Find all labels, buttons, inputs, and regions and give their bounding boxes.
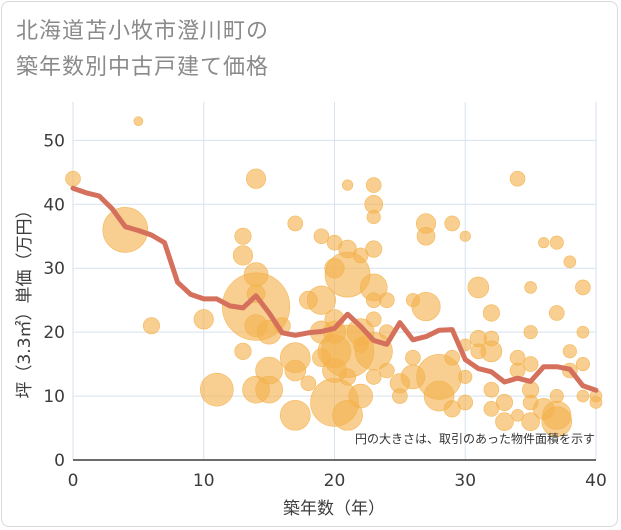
y-tick-label-2: 20 (43, 323, 65, 343)
bubble-point-97 (549, 235, 564, 250)
bubble-point-59 (392, 388, 408, 404)
trend-line (70, 185, 599, 393)
bubble-point-44 (352, 337, 369, 353)
bubble-size-note: 円の大きさは、取引のあった物件面積を示す (355, 431, 595, 446)
y-tick-label-3: 30 (43, 259, 65, 279)
bubble-point-94 (521, 412, 540, 431)
chart-title-line-1: 北海道苫小牧市澄川町の (16, 19, 270, 44)
bubble-point-95 (538, 237, 550, 249)
bubble-point-81 (483, 381, 500, 398)
bubble-point-5 (200, 372, 234, 407)
bubble-point-91 (522, 356, 539, 372)
bubble-point-106 (576, 325, 590, 339)
x-tick-label-0: 0 (68, 471, 79, 491)
bubble-point-85 (509, 170, 526, 187)
bubble-point-78 (482, 304, 500, 322)
bubble-point-77 (470, 343, 487, 360)
y-tick-label-1: 10 (43, 387, 65, 407)
bubble-point-17 (255, 375, 283, 404)
bubble-point-10 (243, 262, 269, 287)
bubble-point-61 (405, 349, 421, 366)
bubble-point-48 (366, 210, 381, 225)
bubble-layer (65, 116, 603, 437)
bubble-point-69 (444, 349, 460, 366)
bubble-point-57 (378, 362, 395, 379)
bubble-point-70 (443, 400, 461, 418)
bubble-point-1 (133, 116, 144, 126)
bubble-point-98 (548, 305, 565, 321)
bubble-point-29 (326, 234, 343, 251)
bubble-point-82 (483, 401, 500, 417)
bubble-point-13 (244, 314, 268, 338)
bubble-point-28 (312, 348, 331, 368)
bubble-point-9 (245, 168, 267, 189)
x-axis-label: 築年数（年） (283, 499, 385, 519)
bubble-point-105 (575, 279, 591, 296)
bubble-point-7 (232, 245, 254, 266)
x-tick-labels: 0 10 20 30 40 (68, 471, 607, 491)
bubble-point-74 (457, 394, 474, 411)
bubble-point-40 (339, 368, 357, 386)
x-tick-label-2: 20 (324, 471, 346, 491)
x-tick-label-4: 40 (585, 471, 607, 491)
bubble-point-90 (523, 325, 538, 340)
bubble-point-49 (365, 240, 383, 258)
y-tick-label-0: 0 (54, 451, 65, 471)
chart-title-line-2: 築年数別中古戸建て価格 (16, 55, 270, 80)
bubble-point-64 (416, 226, 436, 246)
bubble-point-52 (365, 311, 382, 328)
bubble-point-55 (378, 292, 395, 308)
x-tick-label-3: 30 (454, 471, 476, 491)
bubble-point-0 (65, 170, 81, 187)
bubble-point-107 (575, 357, 590, 372)
bubble-point-19 (287, 215, 304, 232)
bubble-point-24 (300, 375, 317, 392)
bubble-point-2 (102, 207, 149, 253)
bubble-point-42 (352, 247, 369, 264)
bubble-point-102 (563, 255, 577, 269)
bubble-point-23 (299, 290, 318, 310)
bubble-point-73 (458, 369, 473, 384)
bubble-point-68 (444, 215, 460, 232)
bubble-point-60 (405, 293, 421, 308)
bubble-point-46 (365, 177, 382, 193)
bubble-point-25 (313, 228, 330, 245)
x-tick-label-1: 10 (193, 471, 215, 491)
grid-lines (72, 102, 597, 461)
y-tick-label-4: 40 (43, 195, 65, 215)
bubble-point-99 (549, 389, 564, 404)
bubble-point-110 (589, 396, 603, 409)
bubble-point-22 (279, 399, 311, 431)
bubble-point-84 (495, 412, 514, 431)
bubble-point-51 (365, 292, 382, 308)
bubble-point-4 (193, 309, 214, 330)
bubble-point-83 (495, 393, 514, 412)
bubble-point-54 (365, 369, 382, 385)
bubble-point-79 (483, 330, 500, 347)
bubble-point-8 (234, 342, 252, 360)
bubble-point-30 (324, 258, 345, 279)
bubble-point-6 (234, 227, 252, 245)
bubble-point-41 (332, 399, 363, 431)
bubble-point-36 (342, 179, 354, 191)
y-axis-label: 坪（3.3㎡）単価（万円） (15, 201, 35, 398)
bubble-point-103 (562, 344, 577, 359)
bubble-point-93 (522, 394, 539, 411)
bubble-point-89 (524, 281, 537, 294)
bubble-point-71 (459, 230, 471, 242)
y-tick-label-5: 50 (43, 131, 65, 151)
bubble-point-3 (142, 317, 160, 335)
bubble-point-75 (467, 276, 490, 299)
bubble-point-21 (284, 359, 307, 382)
chart-title: 北海道苫小牧市澄川町の 築年数別中古戸建て価格 (16, 14, 269, 86)
bubble-point-108 (576, 389, 590, 403)
bubble-point-88 (511, 408, 524, 422)
y-tick-labels: 0 10 20 30 40 50 (43, 131, 65, 471)
bubble-point-45 (348, 383, 373, 409)
